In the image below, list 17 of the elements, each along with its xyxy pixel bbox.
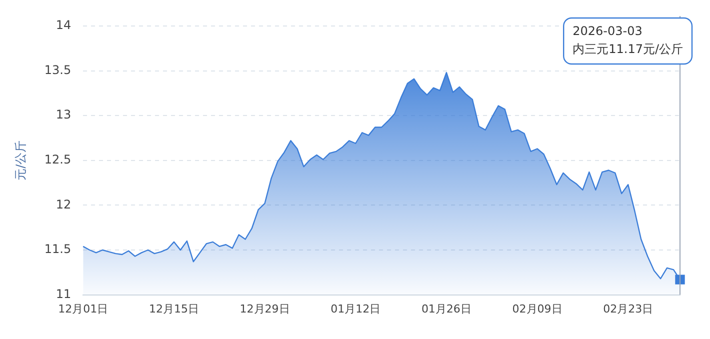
annotation: 2026-03-03: [572, 24, 642, 38]
y-tick-label: 11.5: [44, 242, 72, 256]
x-tick-label: 12月15日: [148, 302, 199, 316]
y-tick-label: 11: [56, 286, 72, 301]
x-tick-label: 01月26日: [421, 302, 472, 316]
x-tick-label: 01月12日: [330, 302, 381, 316]
x-tick-label: 12月29日: [240, 302, 290, 316]
y-tick-label: 13.5: [44, 62, 72, 77]
x-tick-label: 02月23日: [603, 302, 654, 316]
x-tick-label: 12月01日: [58, 302, 108, 316]
y-tick-label: 12.5: [44, 152, 72, 167]
y-tick-label: 14: [56, 18, 72, 32]
y-tick-label: 12: [56, 197, 72, 212]
annotation: 内三元11.17元/公斤: [572, 42, 684, 56]
x-tick-label: 02月09日: [512, 302, 562, 316]
y-tick-label: 13: [56, 108, 72, 122]
y-axis-title: 元/公斤: [13, 140, 28, 180]
